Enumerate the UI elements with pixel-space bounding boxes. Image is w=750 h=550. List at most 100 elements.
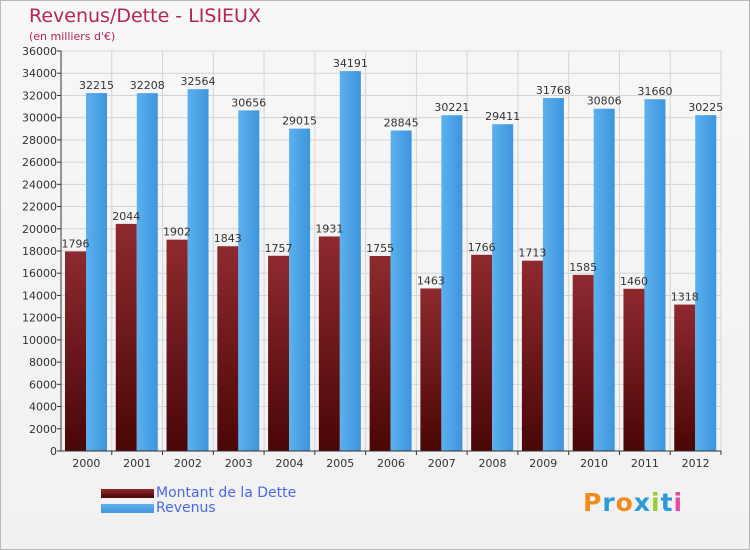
y-tick-label: 18000 [22,245,57,258]
bar-revenue-2008 [492,124,514,451]
bar-debt-2007 [420,288,442,451]
data-label-debt-2001: 2044 [112,210,140,223]
bar-revenue-2010 [593,108,615,451]
bar-revenue-2006 [390,130,412,451]
legend-swatch-revenue [101,504,154,513]
x-tick-label-2004: 2004 [275,457,303,470]
y-tick-label: 30000 [22,112,57,125]
bar-debt-2000 [65,251,86,451]
bar-debt-2005 [318,236,340,451]
proxiti-logo: Proxiti [583,488,683,517]
data-label-debt-2002: 1902 [163,226,191,239]
data-label-debt-2012: 1318 [671,291,699,304]
bar-revenue-2000 [86,93,107,452]
x-tick-label-2005: 2005 [326,457,354,470]
legend-swatch-debt [101,489,154,498]
y-tick-label: 16000 [22,267,57,280]
bar-debt-2009 [521,260,543,451]
logo-letter: i [673,488,684,517]
data-label-debt-2006: 1755 [366,242,394,255]
y-tick-label: 4000 [29,401,57,414]
data-label-revenue-2003: 30656 [231,96,266,109]
data-label-debt-2004: 1757 [265,242,293,255]
data-label-revenue-2008: 29411 [485,110,520,123]
logo-letter: i [651,488,661,517]
chart-subtitle: (en milliers d'€) [29,30,116,43]
data-label-debt-2005: 1931 [315,222,343,235]
x-tick-label-2008: 2008 [479,457,507,470]
bar-debt-2011 [623,288,645,451]
logo-letter: r [602,488,616,517]
logo-letter: P [583,488,603,517]
legend-label-debt: Montant de la Dette [156,485,297,501]
y-tick-label: 20000 [22,223,57,236]
y-tick-label: 36000 [22,45,57,58]
bar-revenue-2011 [644,99,666,451]
data-label-revenue-2009: 31768 [536,84,571,97]
x-tick-label-2012: 2012 [682,457,710,470]
bar-debt-2001 [115,223,137,451]
bar-revenue-2003 [238,110,260,451]
y-tick-label: 28000 [22,134,57,147]
data-label-debt-2008: 1766 [468,241,496,254]
data-label-debt-2011: 1460 [620,275,648,288]
legend-label-revenue: Revenus [156,500,216,516]
bar-debt-2012 [674,304,696,451]
bar-debt-2002 [166,239,188,451]
data-label-debt-2000: 1796 [62,237,90,250]
x-tick-label-2007: 2007 [428,457,456,470]
y-tick-label: 10000 [22,334,57,347]
x-tick-label-2006: 2006 [377,457,405,470]
data-label-debt-2010: 1585 [569,261,597,274]
y-tick-label: 24000 [22,178,57,191]
y-tick-label: 2000 [29,423,57,436]
x-tick-label-2009: 2009 [529,457,557,470]
data-label-debt-2003: 1843 [214,232,242,245]
y-tick-label: 0 [50,445,57,458]
y-tick-label: 26000 [22,156,57,169]
bar-debt-2004 [268,255,290,451]
logo-letter: t [660,488,674,517]
y-tick-label: 14000 [22,289,57,302]
y-tick-label: 6000 [29,378,57,391]
y-tick-label: 8000 [29,356,57,369]
data-label-revenue-2007: 30221 [434,101,469,114]
data-label-revenue-2005: 34191 [333,57,368,70]
bar-revenue-2009 [542,98,564,452]
data-label-revenue-2010: 30806 [587,95,622,108]
data-label-debt-2007: 1463 [417,274,445,287]
data-label-revenue-2011: 31660 [637,85,672,98]
y-tick-label: 32000 [22,89,57,102]
x-tick-label-2001: 2001 [123,457,151,470]
bar-debt-2010 [572,274,594,451]
data-label-revenue-2000: 32215 [79,79,114,92]
x-tick-label-2011: 2011 [631,457,659,470]
data-label-revenue-2002: 32564 [181,75,216,88]
data-label-revenue-2012: 30225 [688,101,723,114]
y-tick-label: 34000 [22,67,57,80]
bar-debt-2008 [471,254,493,451]
bar-revenue-2005 [339,71,361,451]
logo-letter: o [615,488,634,517]
x-tick-label-2002: 2002 [174,457,202,470]
bar-debt-2006 [369,256,391,451]
chart-title: Revenus/Dette - LISIEUX [29,5,261,27]
bar-revenue-2007 [441,115,463,451]
logo-letter: x [633,488,651,517]
bar-revenue-2004 [289,128,311,451]
data-label-revenue-2004: 29015 [282,115,317,128]
x-tick-label-2000: 2000 [72,457,100,470]
bar-debt-2003 [217,246,239,451]
bar-revenue-2012 [695,115,717,452]
data-label-revenue-2001: 32208 [130,79,165,92]
x-tick-label-2003: 2003 [225,457,253,470]
bar-revenue-2001 [136,93,158,451]
bar-revenue-2002 [187,89,209,451]
data-label-revenue-2006: 28845 [384,117,419,130]
y-tick-label: 12000 [22,312,57,325]
x-tick-label-2010: 2010 [580,457,608,470]
data-label-debt-2009: 1713 [518,247,546,260]
y-tick-label: 22000 [22,201,57,214]
